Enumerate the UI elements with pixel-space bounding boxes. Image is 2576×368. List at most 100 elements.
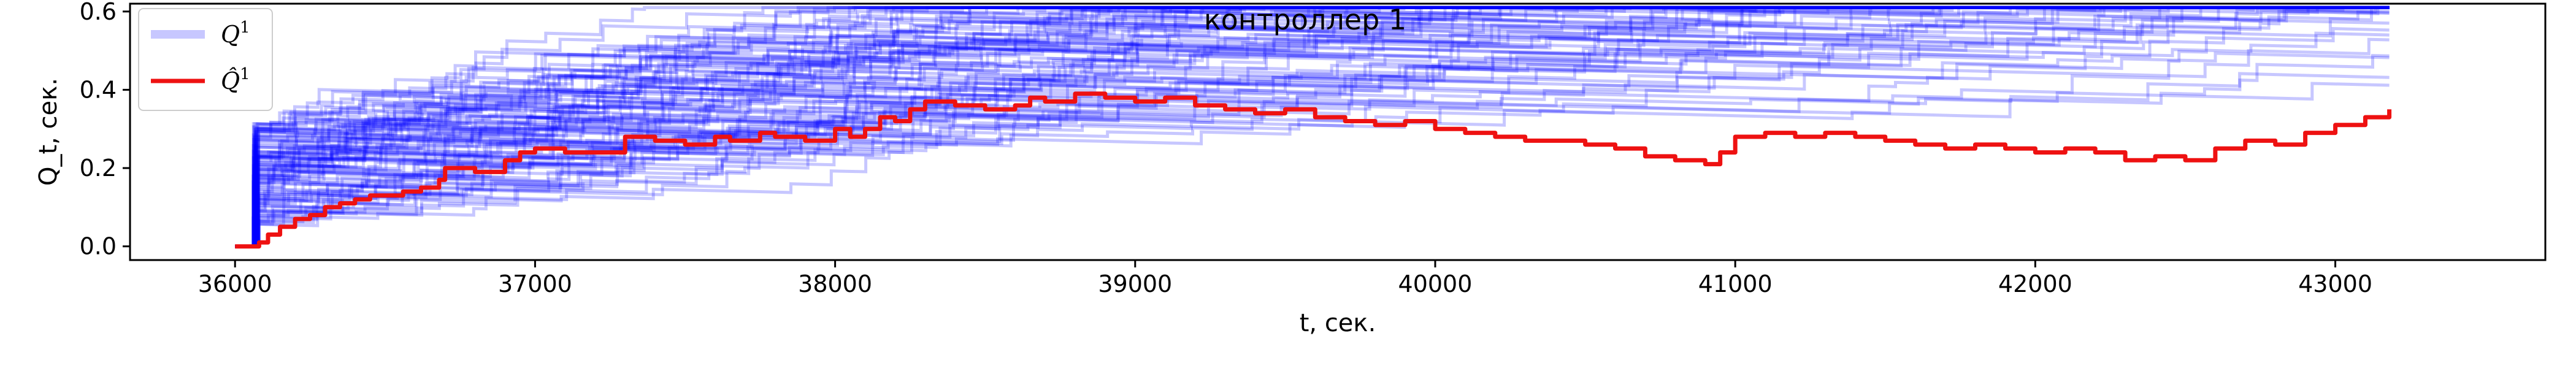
trajectory-line <box>235 6 2390 248</box>
legend-label-estimate-main: Q̂ <box>221 67 240 94</box>
trajectory-line <box>235 6 2390 248</box>
y-tick-label: 0.6 <box>80 0 117 25</box>
x-tick-label: 43000 <box>2298 270 2372 297</box>
trajectory-line <box>235 6 2390 248</box>
trajectory-line <box>235 6 2390 248</box>
trajectory-line <box>235 6 2390 248</box>
trajectory-line <box>235 6 2390 248</box>
trajectory-line <box>235 6 2390 248</box>
x-axis: 36000 37000 38000 39000 40000 41000 42000 43000 <box>198 260 2372 297</box>
legend-label-estimate: Q̂1 <box>221 65 250 94</box>
trajectory-line <box>235 6 2390 248</box>
legend-label-estimate-sup: 1 <box>240 65 250 83</box>
trajectory-line <box>235 6 2390 248</box>
trajectory-line <box>235 6 2390 248</box>
trajectory-line <box>235 6 2390 248</box>
x-tick-label: 38000 <box>798 270 872 297</box>
trajectory-line <box>235 37 2390 248</box>
trajectory-line <box>235 6 2390 248</box>
trajectory-line <box>235 6 2390 248</box>
trajectory-line <box>235 6 2390 248</box>
y-axis-label: Q_t, сек. <box>34 78 63 186</box>
trajectory-line <box>235 6 2390 248</box>
x-tick-label: 40000 <box>1398 270 1473 297</box>
trajectory-line <box>235 6 2390 248</box>
legend-label-ensemble-sup: 1 <box>240 18 250 37</box>
trajectory-line <box>235 6 2390 248</box>
trajectory-line <box>235 6 2390 248</box>
trajectory-line <box>235 6 2390 248</box>
trajectory-line <box>235 6 2390 248</box>
estimate-line <box>235 91 2392 249</box>
y-tick-label: 0.0 <box>80 233 117 260</box>
trajectory-line <box>235 6 2390 248</box>
trajectory-line <box>235 6 2390 248</box>
trajectory-line <box>235 31 2390 248</box>
trajectory-line <box>235 6 2390 248</box>
trajectory-line <box>235 6 2390 248</box>
trajectory-line <box>235 6 2390 248</box>
trajectory-line <box>235 82 2390 248</box>
trajectory-line <box>235 6 2390 248</box>
trajectory-line <box>235 6 2390 248</box>
y-tick-label: 0.2 <box>80 155 117 182</box>
trajectory-line <box>235 6 2390 248</box>
trajectory-line <box>235 6 2390 248</box>
x-tick-label: 41000 <box>1698 270 1773 297</box>
legend-label-ensemble-main: Q <box>221 21 240 48</box>
trajectory-line <box>235 72 2390 248</box>
trajectory-line <box>235 6 2390 248</box>
trajectory-line <box>235 6 2390 248</box>
trajectory-line <box>235 6 2390 248</box>
trajectory-line <box>235 6 2390 248</box>
trajectory-line <box>235 6 2390 248</box>
y-tick-label: 0.4 <box>80 76 117 103</box>
trajectory-line <box>235 6 2390 248</box>
trajectory-line <box>235 6 2390 248</box>
trajectory-line <box>235 10 2390 248</box>
trajectory-line <box>235 6 2390 248</box>
legend-box <box>138 8 273 111</box>
trajectory-line <box>235 6 2390 248</box>
x-tick-label: 39000 <box>1098 270 1172 297</box>
plot-frame <box>129 2 2547 261</box>
trajectory-line <box>235 6 2390 248</box>
trajectory-line <box>235 6 2390 248</box>
trajectory-line <box>235 6 2390 248</box>
trajectory-line <box>235 6 2390 248</box>
trajectory-line <box>235 6 2390 248</box>
trajectory-line <box>235 6 2390 248</box>
estimate-line-group <box>235 91 2392 249</box>
trajectory-line <box>235 6 2390 248</box>
trajectory-line <box>235 6 2390 248</box>
trajectory-line <box>235 6 2390 248</box>
trajectory-line <box>235 9 2390 248</box>
trajectory-line <box>235 6 2390 248</box>
trajectory-line <box>235 6 2390 248</box>
trajectory-line <box>235 6 2390 248</box>
trajectory-line <box>235 6 2390 248</box>
trajectory-line <box>235 6 2390 248</box>
trajectory-line <box>235 6 2390 248</box>
ensemble-lines <box>235 6 2390 248</box>
trajectory-line <box>235 6 2390 248</box>
trajectory-line <box>235 6 2390 248</box>
trajectory-line <box>235 6 2390 248</box>
trajectory-line <box>235 6 2390 248</box>
trajectory-line <box>235 6 2390 248</box>
trajectory-line <box>235 6 2390 248</box>
trajectory-line <box>235 6 2390 248</box>
legend: Q1 Q̂1 <box>138 8 273 111</box>
trajectory-line <box>235 6 2390 248</box>
trajectory-line <box>235 16 2390 248</box>
trajectory-line <box>235 6 2390 248</box>
trajectory-line <box>235 6 2390 248</box>
trajectory-line <box>235 6 2390 248</box>
trajectory-line <box>235 6 2390 248</box>
trajectory-line <box>235 6 2390 248</box>
trajectory-line <box>235 6 2390 248</box>
trajectory-line <box>235 6 2390 248</box>
trajectory-line <box>235 6 2390 248</box>
trajectory-line <box>235 6 2390 248</box>
